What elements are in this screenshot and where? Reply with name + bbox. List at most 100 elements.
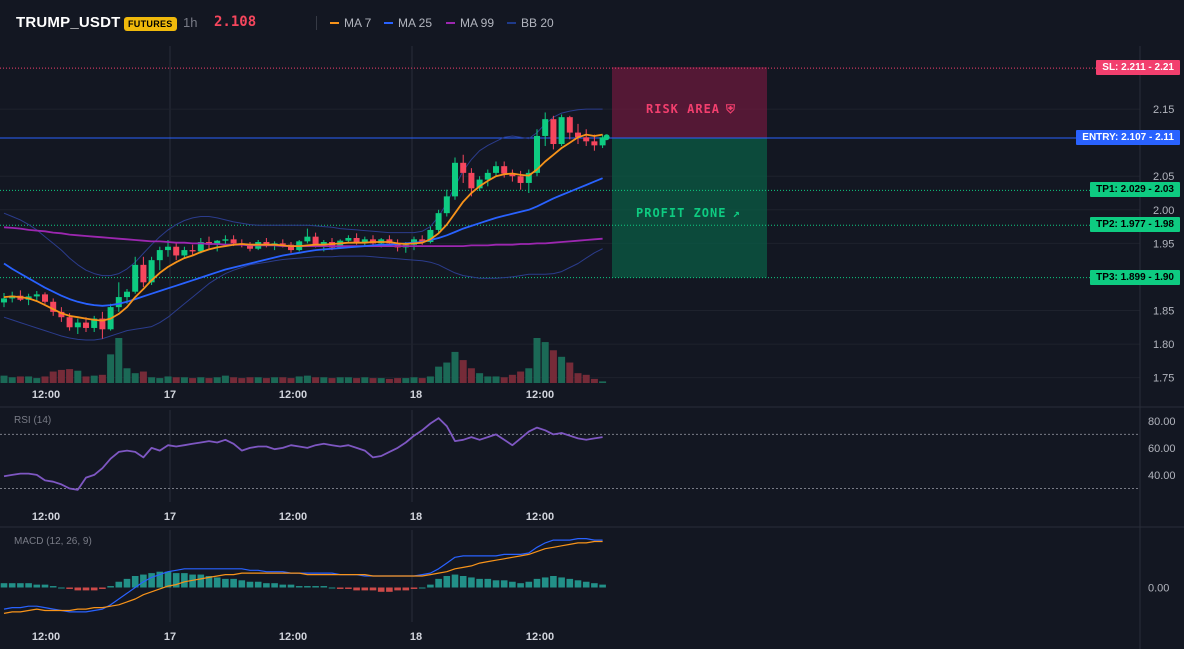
volume-bar — [221, 375, 229, 383]
macd-histogram-bar — [353, 587, 360, 591]
macd-histogram-bar — [222, 578, 229, 588]
candle-body — [222, 239, 229, 241]
tp1-price-tag[interactable]: TP1: 2.029 - 2.03 — [1090, 182, 1180, 198]
volume-bar — [172, 377, 180, 383]
time-tick-label: 12:00 — [279, 389, 307, 401]
candle-body — [484, 172, 491, 180]
macd-line — [3, 537, 603, 613]
tp3-price-tag[interactable]: TP3: 1.899 - 1.90 — [1090, 269, 1180, 285]
macd-histogram-bar — [238, 580, 246, 588]
profit-zone — [612, 137, 767, 278]
time-tick-label: 12:00 — [279, 511, 307, 523]
macd-histogram-bar — [66, 587, 73, 589]
candle-body — [50, 301, 57, 312]
macd-histogram-bar — [17, 583, 24, 588]
volume-bar — [197, 377, 205, 383]
macd-histogram-bar — [525, 581, 533, 588]
macd-histogram-bar — [140, 574, 147, 588]
price-tick-label: 2.00 — [1153, 205, 1174, 217]
candle-body — [165, 246, 171, 251]
legend-swatch — [384, 22, 393, 24]
moving-averages — [3, 133, 603, 322]
legend-label: MA 25 — [398, 16, 433, 30]
candle-body — [345, 237, 352, 241]
volume-bar — [410, 377, 418, 383]
volume-bar — [435, 366, 443, 383]
macd-histogram-bar — [41, 584, 49, 588]
candle-body — [214, 240, 221, 245]
macd-histogram-bar — [189, 574, 196, 588]
macd-histogram-bar — [451, 574, 459, 588]
macd-histogram-bar — [90, 587, 98, 591]
candle-body — [279, 243, 286, 245]
symbol-name[interactable]: TRUMP_USDT — [16, 14, 121, 31]
legend-item[interactable]: BB 20 — [507, 16, 554, 30]
macd-histogram-bar — [533, 578, 541, 588]
sl-price-tag[interactable]: SL: 2.211 - 2.21 — [1096, 60, 1180, 76]
macd-histogram-bar — [443, 576, 451, 588]
candle-body — [525, 172, 532, 183]
volume-bar — [189, 378, 197, 383]
volume-bar — [525, 368, 533, 383]
volume-bar — [25, 376, 33, 383]
macd-histogram-bar — [213, 577, 221, 588]
macd-histogram-bar — [295, 586, 303, 588]
macd-histogram-bar — [427, 584, 434, 588]
volume-bar — [98, 374, 106, 383]
legend-item[interactable]: MA 7 — [330, 16, 371, 30]
rocket-icon: ↗ — [732, 206, 741, 220]
volume-bar — [66, 369, 74, 383]
legend-item[interactable]: MA 99 — [446, 16, 494, 30]
macd-histogram-bar — [304, 586, 311, 588]
entry-price-tag[interactable]: ENTRY: 2.107 - 2.11 — [1076, 129, 1180, 145]
macd-histogram-bar — [49, 586, 57, 588]
candle-body — [542, 119, 549, 136]
candle-body — [189, 250, 196, 252]
legend-swatch — [507, 22, 516, 24]
macd-histogram-bar — [58, 587, 65, 589]
volume-bar — [541, 342, 549, 383]
volume-bar — [164, 376, 172, 383]
volume-bar — [107, 354, 115, 383]
volume-bar — [156, 378, 164, 383]
time-tick-label: 12:00 — [526, 511, 554, 523]
volume-bar — [0, 375, 8, 383]
rsi-line — [3, 417, 603, 491]
macd-histogram-bar — [550, 576, 557, 588]
volume-bar — [271, 377, 279, 383]
volume-bar — [16, 376, 24, 383]
candle-body — [476, 179, 483, 189]
volume-bar — [484, 376, 492, 383]
candle-body — [288, 244, 294, 251]
candle-body — [550, 119, 557, 145]
macd-histogram-bar — [468, 577, 475, 588]
candle-body — [493, 166, 499, 173]
macd-histogram-bar — [230, 578, 237, 588]
legend-item[interactable]: MA 25 — [384, 16, 432, 30]
volume-bar — [279, 377, 287, 383]
macd-histogram-bar — [246, 581, 254, 588]
price-tick-label: 2.05 — [1153, 171, 1174, 183]
candle-body — [558, 117, 565, 145]
macd-histogram-bar — [402, 587, 410, 591]
candle-body — [599, 137, 606, 146]
volume-bar — [180, 377, 188, 383]
candle-body — [115, 297, 122, 308]
volume-bar — [8, 377, 16, 383]
volume-bar — [344, 377, 352, 383]
time-tick-label: 18 — [410, 631, 422, 643]
macd-histogram-bar — [312, 586, 319, 588]
volume-bar — [500, 377, 508, 383]
macd-histogram-bar — [99, 587, 106, 589]
time-tick-label: 12:00 — [279, 631, 307, 643]
tp2-price-tag[interactable]: TP2: 1.977 - 1.98 — [1090, 217, 1180, 233]
candle-body — [419, 239, 426, 243]
candle-body — [263, 242, 270, 246]
volume-bar — [558, 356, 566, 383]
timeframe-selector[interactable]: 1h — [183, 15, 198, 30]
macd-panel-label: MACD (12, 26, 9) — [14, 536, 92, 547]
volume-bar — [33, 378, 41, 383]
macd-histogram-bar — [361, 587, 369, 591]
macd-signal-line — [3, 540, 603, 614]
